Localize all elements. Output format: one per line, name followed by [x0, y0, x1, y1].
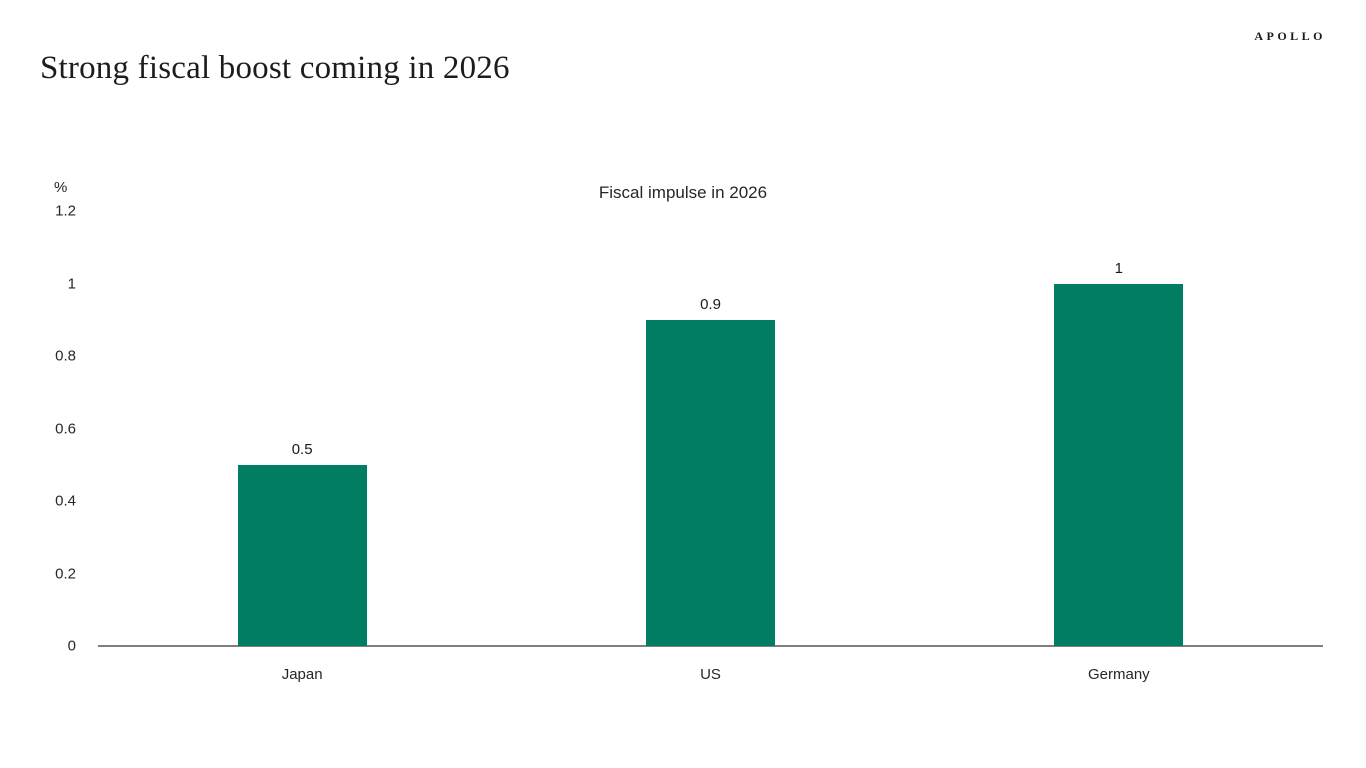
y-axis-tick-label: 1	[67, 275, 76, 292]
y-axis-tick-label: 0.6	[55, 420, 76, 437]
bar-us	[646, 319, 775, 646]
y-axis-tick-label: 0.8	[55, 347, 76, 365]
category-label: US	[700, 666, 721, 683]
chart-title: Fiscal impulse in 2026	[598, 183, 768, 202]
y-axis-tick-label: 1.2	[55, 202, 76, 220]
bar-japan	[237, 464, 367, 646]
category-label: Germany	[1087, 666, 1150, 683]
plot-area: 0.5 Japan 0.9 US 1 Germany	[98, 211, 1323, 683]
page-title: Strong fiscal boost coming in 2026	[40, 50, 510, 86]
bar-value-label: 1	[1114, 259, 1123, 277]
y-axis-tick-label: 0	[67, 637, 76, 655]
y-axis-unit-label: %	[54, 179, 68, 196]
y-axis-tick-label: 0.2	[55, 565, 76, 582]
category-label: Japan	[281, 666, 323, 683]
y-axis-tick-label: 0.4	[55, 492, 76, 510]
bar-germany	[1054, 283, 1184, 646]
bar-value-label: 0.5	[291, 440, 313, 458]
x-axis-line	[98, 645, 1323, 647]
apollo-logo: APOLLO	[1254, 29, 1326, 43]
bar-value-label: 0.9	[700, 295, 721, 313]
